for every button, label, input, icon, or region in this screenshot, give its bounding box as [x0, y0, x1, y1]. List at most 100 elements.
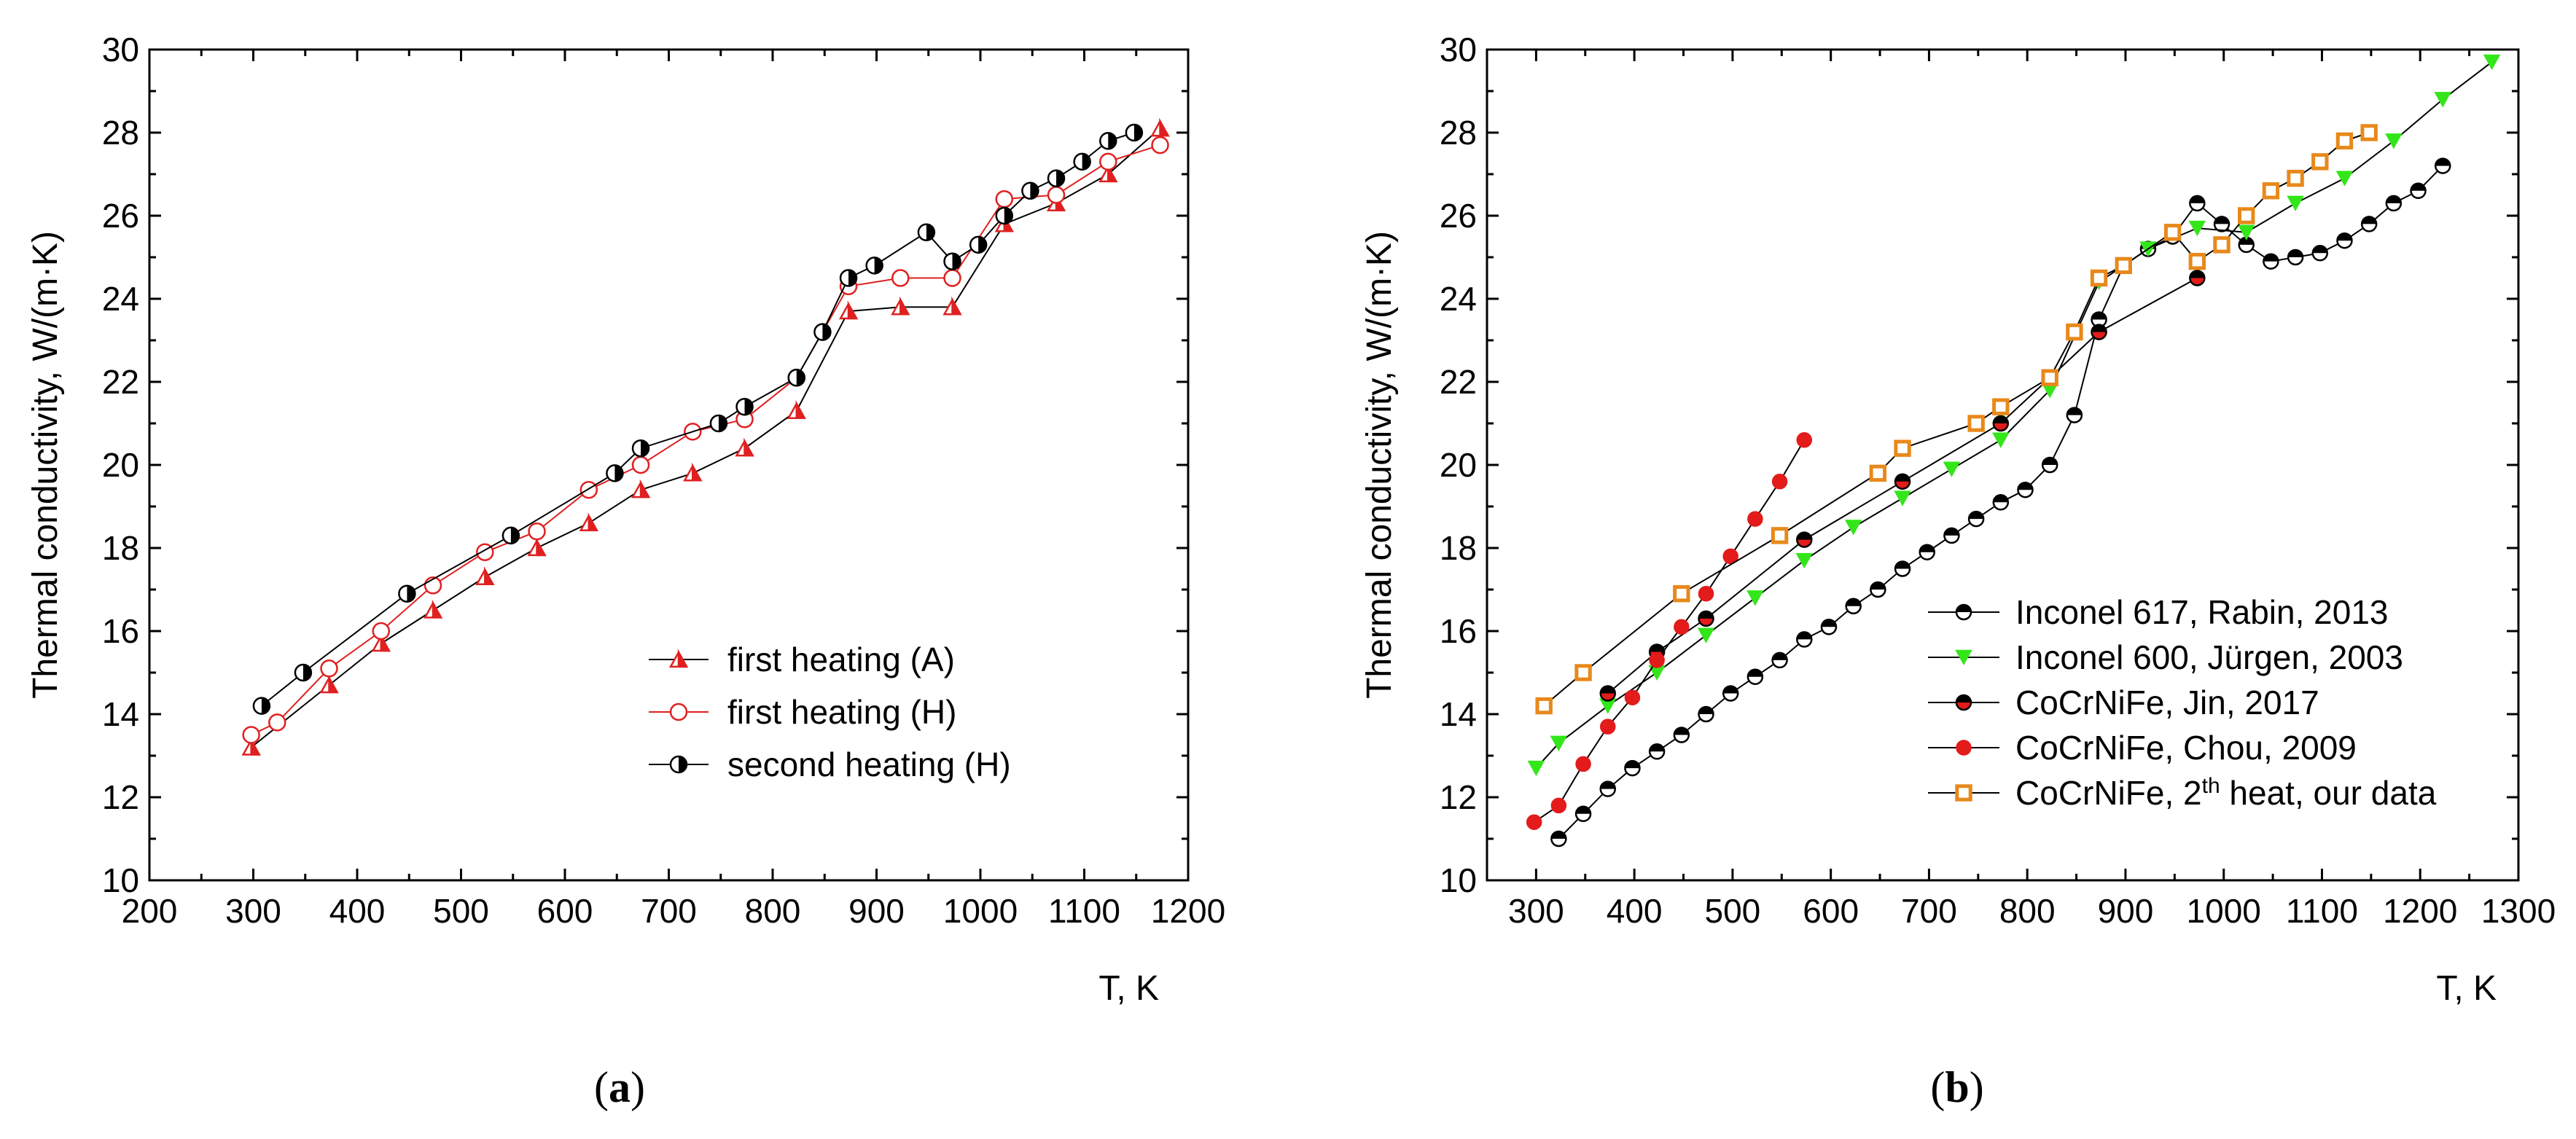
legend-marker — [669, 702, 688, 721]
data-point — [527, 537, 547, 557]
data-point — [1150, 117, 1170, 137]
data-point — [2434, 157, 2451, 174]
data-point — [1919, 544, 1935, 560]
data-point — [252, 697, 271, 715]
data-point — [579, 480, 598, 499]
data-point — [813, 323, 832, 341]
data-point — [579, 512, 598, 531]
data-point — [1648, 743, 1666, 760]
data-point — [371, 633, 391, 652]
legend-marker — [1955, 649, 1972, 666]
legend-label: Inconel 617, Rabin, 2013 — [2015, 593, 2389, 631]
y-tick-label: 20 — [102, 446, 139, 484]
x-tick-label: 600 — [1803, 892, 1859, 930]
data-point — [2115, 257, 2132, 275]
data-point — [1624, 689, 1641, 705]
x-tick-label: 1100 — [2286, 892, 2358, 930]
series-1 — [1550, 157, 2451, 848]
y-tick-label: 12 — [1440, 778, 1477, 816]
legend-entry: CoCrNiFe, Jin, 2017 — [1928, 684, 2319, 721]
data-point — [1599, 685, 1617, 702]
data-point — [1673, 585, 1690, 603]
data-point — [1795, 552, 1814, 569]
data-point — [1649, 652, 1665, 668]
y-tick-label: 22 — [1440, 363, 1477, 401]
data-point — [1698, 610, 1714, 627]
y-tick-label: 18 — [102, 529, 139, 567]
legend-entry: CoCrNiFe, Chou, 2009 — [1928, 729, 2357, 767]
data-point — [787, 400, 806, 420]
data-point — [2091, 324, 2107, 340]
x-tick-label: 1100 — [1048, 892, 1120, 930]
data-point — [1845, 598, 1862, 615]
data-point — [319, 674, 339, 694]
data-point — [631, 479, 651, 498]
data-point — [242, 726, 260, 744]
data-point — [942, 296, 962, 316]
data-point — [1820, 619, 1838, 635]
data-point — [2385, 133, 2403, 149]
data-point — [891, 296, 910, 316]
data-point — [1894, 439, 1911, 457]
x-tick-label: 500 — [433, 892, 489, 930]
data-point — [2238, 207, 2255, 224]
data-point — [1771, 474, 1788, 490]
data-point — [2311, 245, 2329, 262]
y-tick-label: 28 — [1440, 114, 1477, 152]
data-point — [2483, 54, 2501, 71]
data-point — [631, 439, 650, 458]
data-point — [606, 464, 624, 482]
panel-a-y-axis-label: Thermal conductivity, W/(m·K) — [26, 231, 65, 699]
data-point — [2213, 236, 2230, 254]
data-point — [865, 257, 883, 275]
x-tick-label: 700 — [1901, 892, 1957, 930]
data-point — [1599, 780, 1617, 797]
x-tick-label: 600 — [537, 892, 593, 930]
legend-label: CoCrNiFe, 2th heat, our data — [2015, 774, 2437, 813]
data-point — [2091, 311, 2107, 328]
data-point — [969, 235, 988, 254]
data-point — [528, 522, 546, 541]
data-point — [1894, 560, 1911, 577]
data-point — [2287, 248, 2304, 266]
y-tick-label: 30 — [102, 31, 139, 69]
data-point — [2066, 407, 2083, 423]
legend-marker — [669, 755, 688, 774]
legend-marker — [1955, 694, 1972, 711]
data-point — [1698, 585, 1714, 602]
y-tick-label: 12 — [102, 778, 139, 816]
data-point — [372, 622, 391, 641]
x-tick-label: 1200 — [1151, 892, 1225, 930]
data-point — [2041, 456, 2058, 474]
data-point — [294, 663, 313, 682]
data-point — [1992, 432, 2010, 448]
series-5 — [1535, 124, 2378, 715]
data-point — [2287, 195, 2304, 211]
data-point — [1771, 527, 1789, 544]
panel-b-y-axis-label: Thermal conductivity, W/(m·K) — [1360, 231, 1399, 699]
data-point — [1673, 727, 1690, 743]
panel-a-data — [241, 117, 1170, 756]
y-tick-label: 10 — [1440, 861, 1477, 899]
data-point — [1870, 581, 1886, 598]
legend-label: CoCrNiFe, Chou, 2009 — [2015, 729, 2357, 767]
x-tick-label: 300 — [225, 892, 281, 930]
data-point — [2213, 216, 2230, 232]
data-point — [1894, 473, 1911, 490]
panel-b: 300 400 500 600 700 800 900 1000 1100 1200 1300 10 1… — [1360, 31, 2556, 1111]
x-tick-label: 400 — [329, 892, 386, 930]
data-point — [1722, 685, 1739, 702]
data-point — [2335, 132, 2354, 150]
x-tick-label: 900 — [2098, 892, 2154, 930]
y-tick-label: 20 — [1440, 446, 1477, 484]
data-point — [1894, 490, 1911, 506]
series-3 — [1599, 270, 2206, 702]
y-tick-label: 22 — [102, 363, 139, 401]
legend-superscript: th — [2202, 774, 2220, 798]
data-point — [2041, 369, 2058, 387]
y-tick-label: 30 — [1440, 31, 1477, 69]
x-tick-label: 700 — [641, 892, 697, 930]
data-point — [1943, 461, 1961, 477]
data-point — [1771, 651, 1788, 669]
data-point — [1992, 415, 2010, 432]
